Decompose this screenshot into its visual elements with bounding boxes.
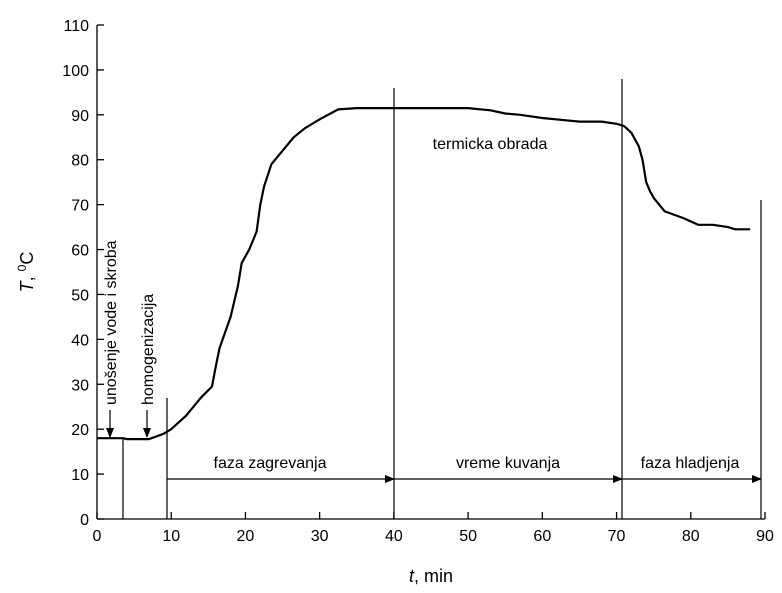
y-tick-label: 70	[71, 198, 89, 215]
annotation: unošenje vode i skroba	[103, 240, 120, 405]
line-series	[97, 107, 751, 441]
y-tick-label: 40	[71, 332, 89, 349]
phase-lines	[106, 79, 762, 519]
y-label-part: T	[17, 279, 37, 292]
y-label-part: ,	[17, 271, 37, 281]
x-tick-label: 30	[311, 528, 329, 545]
y-tick-label: 90	[71, 108, 89, 125]
x-tick-label: 70	[608, 528, 626, 545]
y-axis-label: T, 0C	[15, 252, 37, 293]
y-tick-label: 80	[71, 153, 89, 170]
x-tick-label: 90	[756, 528, 774, 545]
y-tick-label: 100	[62, 63, 89, 80]
x-tick-label: 80	[682, 528, 700, 545]
y-tick-label: 10	[71, 467, 89, 484]
y-tick-label: 30	[71, 377, 89, 394]
x-tick-label: 10	[162, 528, 180, 545]
y-tick-label: 50	[71, 287, 89, 304]
annotation: termicka obrada	[433, 136, 548, 153]
annotation: faza hladjenja	[641, 455, 740, 472]
y-tick-label: 0	[80, 512, 89, 529]
x-tick-label: 40	[385, 528, 403, 545]
x-axis-label: t, min	[409, 566, 453, 586]
annotation: homogenizacija	[140, 294, 157, 405]
y-tick-label: 110	[63, 18, 89, 35]
y-label-part: C	[17, 252, 37, 265]
y-tick-label: 20	[71, 422, 89, 439]
x-label-part: , min	[414, 566, 453, 586]
x-tick-label: 20	[237, 528, 255, 545]
x-label-part: t	[409, 566, 415, 586]
x-tick-label: 0	[93, 528, 102, 545]
x-tick-label: 60	[533, 528, 551, 545]
annotation: faza zagrevanja	[214, 455, 327, 472]
x-tick-label: 50	[459, 528, 477, 545]
y-label-part: 0	[15, 264, 29, 271]
annotation: vreme kuvanja	[456, 455, 560, 472]
y-tick-label: 60	[71, 243, 89, 260]
